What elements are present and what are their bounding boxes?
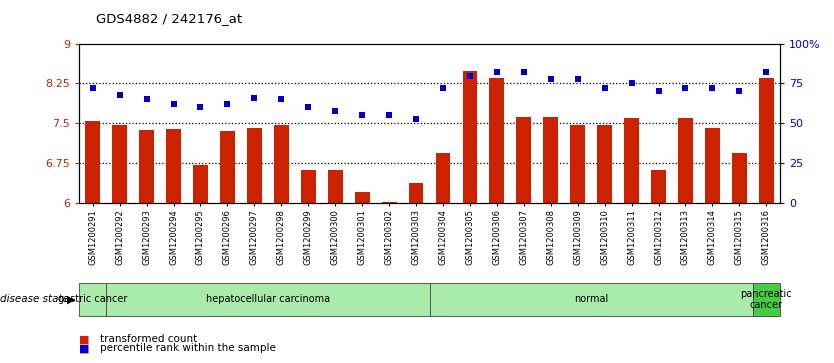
Point — [248, 95, 261, 101]
Text: ▶: ▶ — [67, 294, 75, 305]
Point — [329, 108, 342, 114]
Text: ■: ■ — [79, 343, 93, 354]
Bar — [753, 283, 780, 316]
Point — [544, 76, 557, 82]
Point — [113, 92, 126, 98]
Point — [167, 101, 180, 107]
Bar — [166, 129, 181, 203]
Bar — [274, 125, 289, 203]
Point — [383, 113, 396, 118]
Point — [463, 73, 476, 78]
Bar — [409, 183, 424, 203]
Text: percentile rank within the sample: percentile rank within the sample — [100, 343, 276, 354]
Point — [571, 76, 585, 82]
Bar — [759, 78, 774, 203]
Text: hepatocellular carcinoma: hepatocellular carcinoma — [206, 294, 330, 305]
Point — [302, 105, 315, 110]
Bar — [113, 125, 127, 203]
Text: pancreatic
cancer: pancreatic cancer — [741, 289, 792, 310]
Point — [490, 69, 504, 75]
Bar — [463, 71, 477, 203]
Bar — [624, 118, 639, 203]
Bar — [490, 78, 505, 203]
Point — [706, 85, 719, 91]
Bar — [139, 130, 154, 203]
Bar — [570, 125, 585, 203]
Text: gastric cancer: gastric cancer — [58, 294, 128, 305]
Point — [436, 85, 450, 91]
Point — [193, 105, 207, 110]
Bar — [382, 202, 396, 203]
Point — [760, 69, 773, 75]
Point — [221, 101, 234, 107]
Point — [598, 85, 611, 91]
Point — [140, 97, 153, 102]
Point — [679, 85, 692, 91]
Bar — [247, 128, 262, 203]
Bar — [79, 283, 106, 316]
Bar — [516, 117, 531, 203]
Bar — [328, 170, 343, 203]
Point — [409, 116, 423, 122]
Point — [733, 89, 746, 94]
Text: GDS4882 / 242176_at: GDS4882 / 242176_at — [96, 12, 242, 25]
Point — [652, 89, 666, 94]
Bar — [435, 153, 450, 203]
Bar — [705, 128, 720, 203]
Point — [355, 113, 369, 118]
Bar — [430, 283, 753, 316]
Text: disease state: disease state — [0, 294, 69, 305]
Point — [86, 85, 99, 91]
Bar — [597, 125, 612, 203]
Point — [274, 97, 288, 102]
Bar — [354, 192, 369, 203]
Bar — [678, 118, 693, 203]
Bar — [301, 170, 315, 203]
Text: normal: normal — [574, 294, 608, 305]
Bar — [193, 165, 208, 203]
Bar — [85, 121, 100, 203]
Point — [517, 69, 530, 75]
Bar — [220, 131, 235, 203]
Text: transformed count: transformed count — [100, 334, 198, 344]
Bar — [106, 283, 430, 316]
Bar — [544, 117, 558, 203]
Bar — [651, 170, 666, 203]
Text: ■: ■ — [79, 334, 93, 344]
Bar — [732, 153, 746, 203]
Point — [625, 81, 638, 86]
